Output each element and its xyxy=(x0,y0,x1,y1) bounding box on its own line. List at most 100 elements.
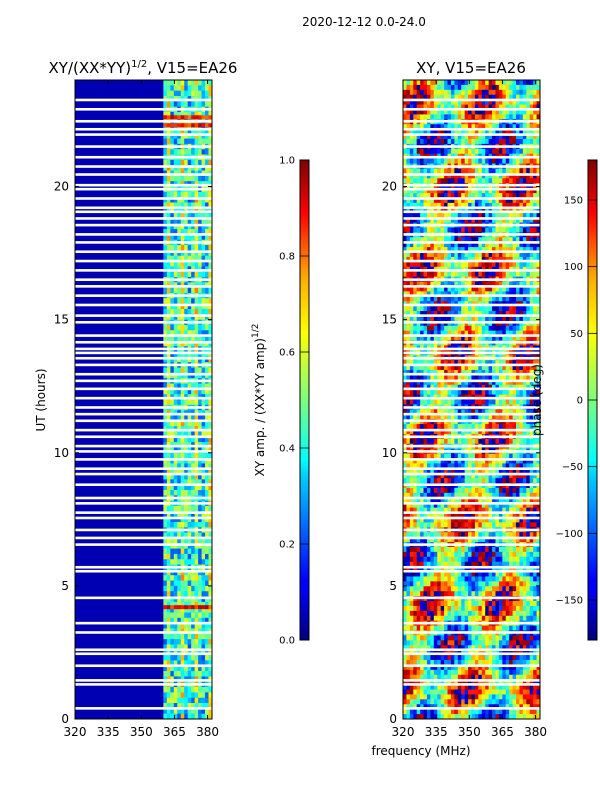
right-heatmap-cell xyxy=(450,463,455,469)
right-heatmap-cell xyxy=(468,134,473,140)
left-heatmap-cell xyxy=(194,159,199,166)
right-heatmap-cell xyxy=(536,424,540,430)
right-heatmap-cell xyxy=(430,365,435,371)
right-heatmap-cell xyxy=(516,458,521,464)
right-heatmap-cell xyxy=(536,247,540,253)
right-heatmap-cell xyxy=(502,458,507,464)
right-heatmap-cell xyxy=(426,330,431,337)
right-heatmap-cell xyxy=(440,296,445,302)
right-heatmap-cell xyxy=(450,424,455,430)
right-heatmap-cell xyxy=(502,247,507,253)
left-heatmap-cell xyxy=(184,580,189,587)
right-heatmap-cell xyxy=(498,124,503,130)
left-heatmap-cell xyxy=(198,671,203,677)
left-heatmap-cell xyxy=(208,127,212,134)
left-heatmap-cell xyxy=(187,548,192,555)
left-heatmap-cell xyxy=(166,484,171,491)
left-heatmap-cell xyxy=(208,506,212,512)
left-heatmap-cell xyxy=(205,537,210,544)
right-heatmap-cell xyxy=(474,453,479,460)
right-heatmap-cell xyxy=(536,453,540,460)
right-heatmap-cell xyxy=(536,286,540,292)
right-heatmap-cell xyxy=(461,315,466,322)
right-heatmap-cell xyxy=(509,80,514,86)
right-heatmap-cell xyxy=(468,360,473,366)
left-heatmap-cell xyxy=(191,703,196,709)
right-heatmap-cell xyxy=(416,424,421,430)
right-heatmap-cell xyxy=(416,296,421,302)
left-heatmap-cell xyxy=(201,644,206,651)
left-flagged-row xyxy=(75,516,212,520)
left-heatmap-cell xyxy=(173,250,178,257)
left-heatmap-cell xyxy=(177,303,182,310)
right-heatmap-cell xyxy=(529,89,534,96)
left-heatmap-cell xyxy=(177,543,182,550)
left-heatmap-cell xyxy=(191,245,196,251)
left-heatmap-cell xyxy=(166,436,171,443)
right-heatmap-cell xyxy=(488,414,493,420)
left-heatmap-cell xyxy=(166,687,171,693)
left-heatmap-cell xyxy=(198,617,203,624)
right-heatmap-cell xyxy=(433,193,438,199)
right-heatmap-cell xyxy=(505,193,510,199)
right-heatmap-cell xyxy=(512,286,517,292)
right-heatmap-cell xyxy=(406,237,411,243)
right-heatmap-cell xyxy=(522,109,527,116)
right-heatmap-cell xyxy=(423,252,428,258)
right-heatmap-cell xyxy=(430,438,435,445)
left-heatmap-cell xyxy=(187,324,192,331)
left-heatmap-cell xyxy=(177,165,182,172)
left-heatmap-cell xyxy=(173,330,178,337)
right-heatmap-cell xyxy=(440,458,445,464)
right-heatmap-cell xyxy=(526,335,531,342)
right-heatmap-cell xyxy=(403,173,408,179)
left-heatmap-cell xyxy=(170,303,175,310)
left-heatmap-cell xyxy=(170,484,175,491)
right-heatmap-cell xyxy=(509,379,514,386)
left-heatmap-cell xyxy=(201,553,206,560)
right-heatmap-cell xyxy=(471,463,476,469)
left-heatmap-cell xyxy=(180,197,185,204)
right-heatmap-cell xyxy=(454,197,459,204)
left-heatmap-cell xyxy=(201,601,206,608)
right-heatmap-cell xyxy=(533,330,538,337)
left-flagged-row xyxy=(75,396,212,400)
right-heatmap-cell xyxy=(478,197,483,204)
left-heatmap-cell xyxy=(194,261,199,267)
left-heatmap-cell xyxy=(201,127,206,134)
right-heatmap-cell xyxy=(433,379,438,386)
left-heatmap-cell xyxy=(208,298,212,305)
right-heatmap-cell xyxy=(468,202,473,209)
right-heatmap-cell xyxy=(495,138,500,145)
right-heatmap-cell xyxy=(409,94,414,101)
left-heatmap-cell xyxy=(198,703,203,709)
right-heatmap-cell xyxy=(464,311,469,317)
right-heatmap-cell xyxy=(457,212,462,219)
right-heatmap-cell xyxy=(481,134,486,140)
left-heatmap-cell xyxy=(173,596,178,603)
right-heatmap-cell xyxy=(505,306,510,312)
right-heatmap-cell xyxy=(522,360,527,366)
right-heatmap-cell xyxy=(516,168,521,174)
right-heatmap-cell xyxy=(406,458,411,464)
left-flagged-row xyxy=(75,483,212,486)
left-heatmap-cell xyxy=(163,90,168,97)
right-heatmap-cell xyxy=(485,158,490,165)
left-heatmap-cell xyxy=(173,383,178,390)
left-heatmap-cell xyxy=(205,213,210,220)
right-heatmap-cell xyxy=(433,438,438,445)
left-heatmap-cell xyxy=(191,580,196,587)
right-heatmap-cell xyxy=(454,134,459,140)
left-heatmap-cell xyxy=(170,372,175,379)
left-heatmap-cell xyxy=(177,660,182,667)
right-heatmap-cell xyxy=(485,217,490,224)
left-heatmap-cell xyxy=(205,436,210,443)
right-heatmap-cell xyxy=(437,330,442,337)
left-heatmap-cell xyxy=(173,468,178,475)
right-heatmap-cell xyxy=(416,178,421,184)
left-heatmap-cell xyxy=(205,559,210,566)
left-flagged-row xyxy=(75,419,212,423)
right-heatmap-cell xyxy=(433,89,438,96)
left-hot-row-cell xyxy=(198,115,203,120)
right-heatmap-cell xyxy=(488,261,493,268)
